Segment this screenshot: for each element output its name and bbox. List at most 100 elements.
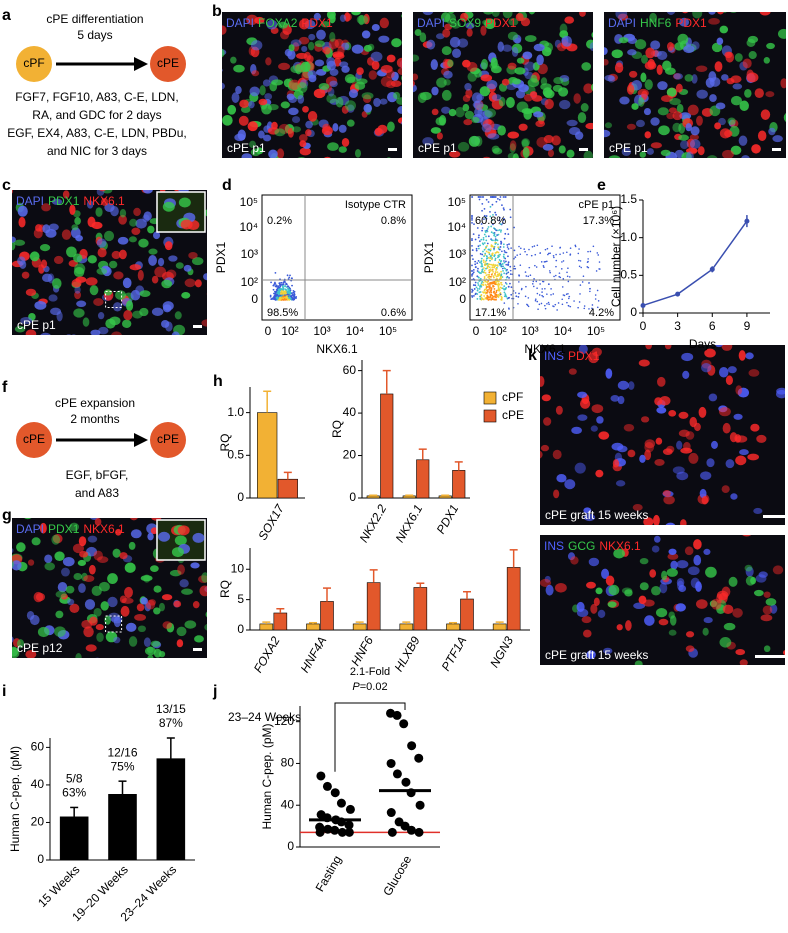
cell [339, 125, 347, 133]
event [487, 266, 489, 268]
bar [278, 479, 298, 498]
cell [372, 24, 380, 31]
inset-cell [192, 533, 204, 543]
cell [671, 213, 681, 223]
cell [562, 36, 572, 47]
y-tick-label: 0 [37, 852, 44, 866]
cell [571, 427, 582, 434]
event [476, 248, 478, 250]
cell [763, 605, 773, 614]
cell [158, 258, 164, 266]
cell [730, 493, 737, 500]
event [584, 305, 586, 307]
stain-name: DAPI [16, 522, 44, 536]
cell [324, 0, 335, 4]
event [536, 301, 538, 303]
cell [609, 155, 621, 162]
x-tick-label: 10⁴ [554, 324, 573, 338]
event [489, 266, 491, 268]
event [548, 253, 550, 255]
cell [77, 369, 83, 380]
event [532, 283, 534, 285]
cell [239, 116, 249, 126]
cell [481, 74, 492, 81]
cell [154, 267, 166, 278]
stain-name: GCG [568, 539, 595, 553]
event [492, 264, 494, 266]
cell [431, 59, 438, 70]
event [578, 260, 580, 262]
cell [0, 649, 6, 659]
event [559, 272, 561, 274]
y-tick-label: 40 [281, 797, 295, 811]
cell [644, 439, 655, 448]
cell [341, 164, 349, 171]
cell [123, 366, 134, 377]
event [496, 290, 498, 292]
cell [85, 599, 95, 610]
event [599, 261, 601, 263]
event [479, 240, 481, 242]
cell [705, 567, 717, 578]
cell [728, 525, 737, 532]
cell [497, 125, 506, 135]
cell [0, 230, 3, 238]
cell [707, 172, 715, 179]
event [536, 266, 538, 268]
event [274, 296, 276, 298]
cell [719, 367, 728, 378]
point [316, 771, 325, 780]
event [504, 238, 506, 240]
event [477, 288, 479, 290]
event [506, 244, 508, 246]
cell [199, 585, 210, 596]
cell [44, 555, 52, 564]
event [598, 300, 600, 302]
quadrant-percent: 60.8% [475, 215, 506, 227]
cell [309, 75, 317, 83]
bar [367, 583, 380, 630]
event [484, 297, 486, 299]
cell [733, 83, 743, 89]
event [475, 282, 477, 284]
event [491, 282, 493, 284]
event [528, 249, 530, 251]
cell [263, 79, 271, 86]
cell [577, 414, 587, 421]
event [491, 274, 493, 276]
y-tick-label: 80 [281, 756, 295, 770]
cell [128, 707, 138, 715]
cell [685, 74, 694, 82]
event [476, 250, 478, 252]
event [278, 286, 280, 288]
event [580, 267, 582, 269]
cell [386, 157, 392, 165]
cell [201, 40, 208, 47]
event [507, 233, 509, 235]
inset-cell [175, 535, 187, 545]
cell [102, 374, 110, 381]
event [481, 230, 483, 232]
event [492, 232, 494, 234]
cell [544, 90, 555, 99]
cell [439, 115, 446, 126]
event [486, 257, 488, 259]
event [511, 286, 513, 288]
cell [215, 485, 221, 495]
cell [548, 149, 554, 157]
cell [228, 279, 235, 290]
event [541, 303, 543, 305]
event [532, 246, 534, 248]
event [294, 296, 296, 298]
cell [156, 173, 167, 180]
cell [42, 224, 50, 233]
cell [69, 346, 79, 357]
y-tick-label: 10² [449, 275, 466, 289]
quadrant-percent: 17.1% [475, 307, 506, 319]
chart-title: 23–24 Weeks [228, 710, 301, 724]
event [510, 216, 512, 218]
event [276, 284, 278, 286]
cell [109, 261, 117, 269]
x-tick-label: HNF4A [298, 634, 330, 675]
event [287, 274, 289, 276]
